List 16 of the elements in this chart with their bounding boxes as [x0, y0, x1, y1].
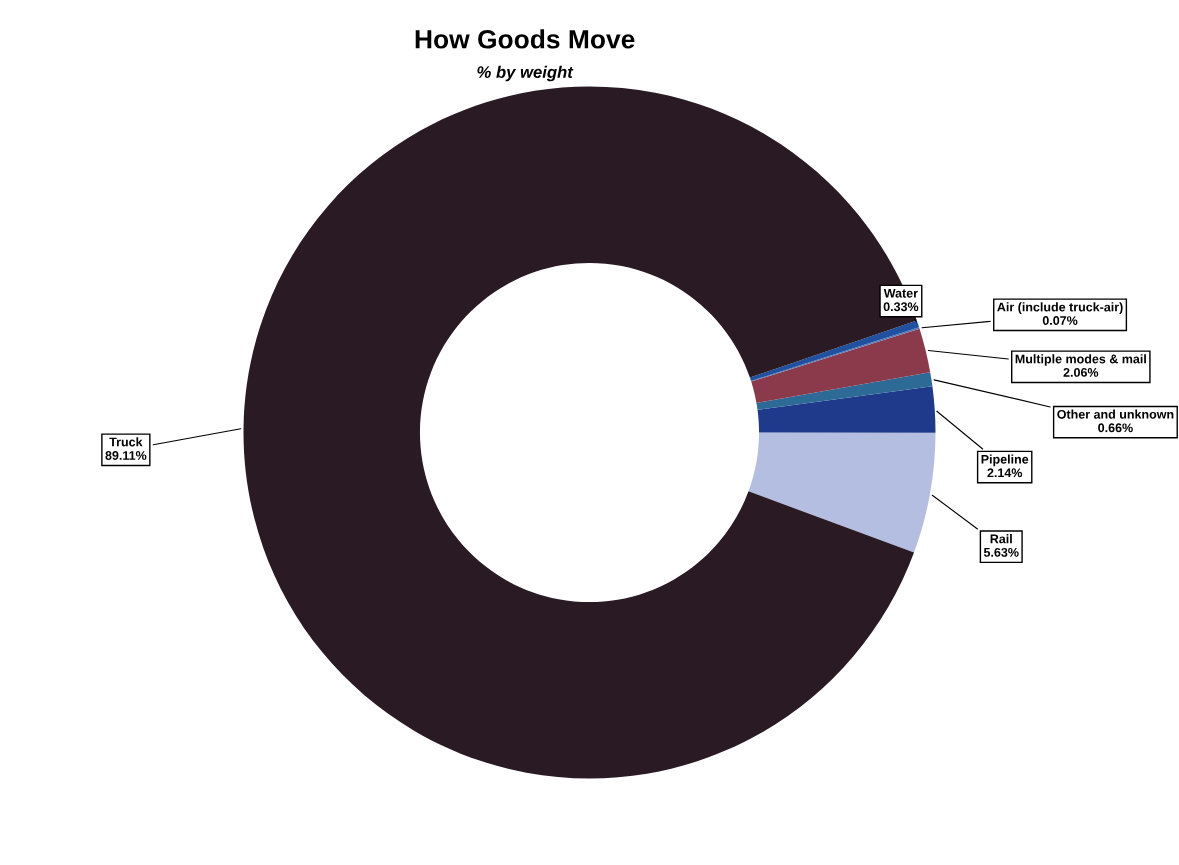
slice-label: Truck [109, 437, 143, 447]
chart-title: How Goods Move [415, 29, 635, 49]
slice-label: Pipeline [981, 454, 1029, 467]
data-label: 2.06% [1063, 368, 1099, 377]
data-label: 5.63% [983, 547, 1019, 557]
data-label: 2.14% [987, 468, 1023, 478]
data-label: 89.11% [105, 451, 147, 460]
data-label: 0.07% [1042, 316, 1078, 325]
data-label: 0.66% [1098, 423, 1133, 433]
slice-label: Rail [990, 534, 1012, 544]
slice-label: Air (include truck-air) [997, 302, 1123, 314]
slice-label: Water [883, 288, 918, 298]
data-label: 0.33% [883, 302, 919, 312]
slice-label: Multiple modes & mail [1015, 354, 1146, 366]
slice-label: Other and unknown [1057, 409, 1174, 419]
chart-subtitle: % by weight [477, 65, 574, 82]
